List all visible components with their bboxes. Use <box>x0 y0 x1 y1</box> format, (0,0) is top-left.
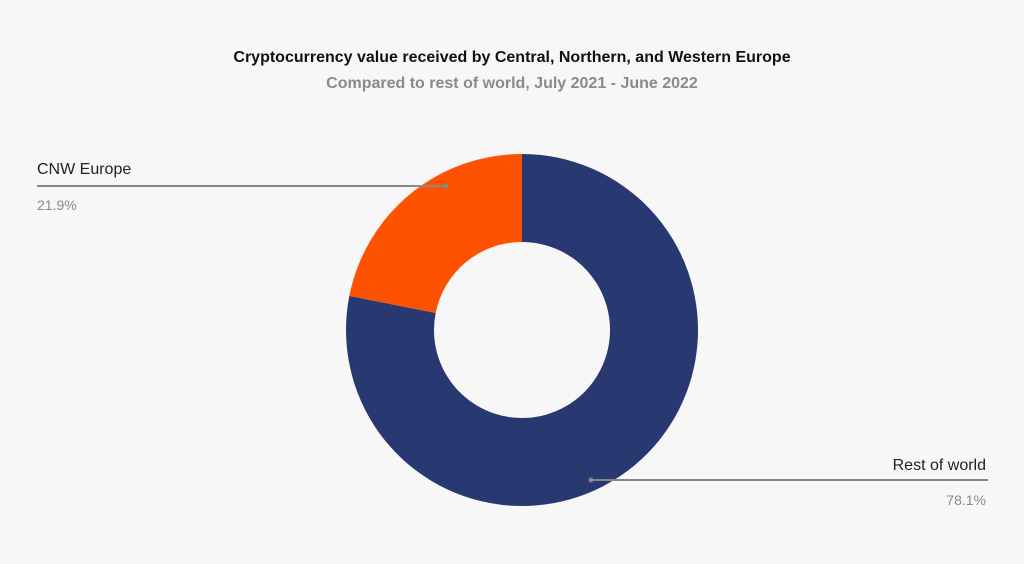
leader-dot-rest-of-world <box>588 477 594 483</box>
slice-rest-of-world <box>346 154 699 506</box>
slice-value-cnw-europe: 21.9% <box>37 197 77 213</box>
slice-cnw-europe <box>349 154 522 313</box>
slice-label-rest-of-world: Rest of world <box>893 457 986 474</box>
chart-title: Cryptocurrency value received by Central… <box>233 49 791 66</box>
chart-subtitle: Compared to rest of world, July 2021 - J… <box>326 75 698 92</box>
slice-label-cnw-europe: CNW Europe <box>37 161 131 178</box>
slice-value-rest-of-world: 78.1% <box>946 492 986 508</box>
leader-dot-cnw-europe <box>443 183 449 189</box>
